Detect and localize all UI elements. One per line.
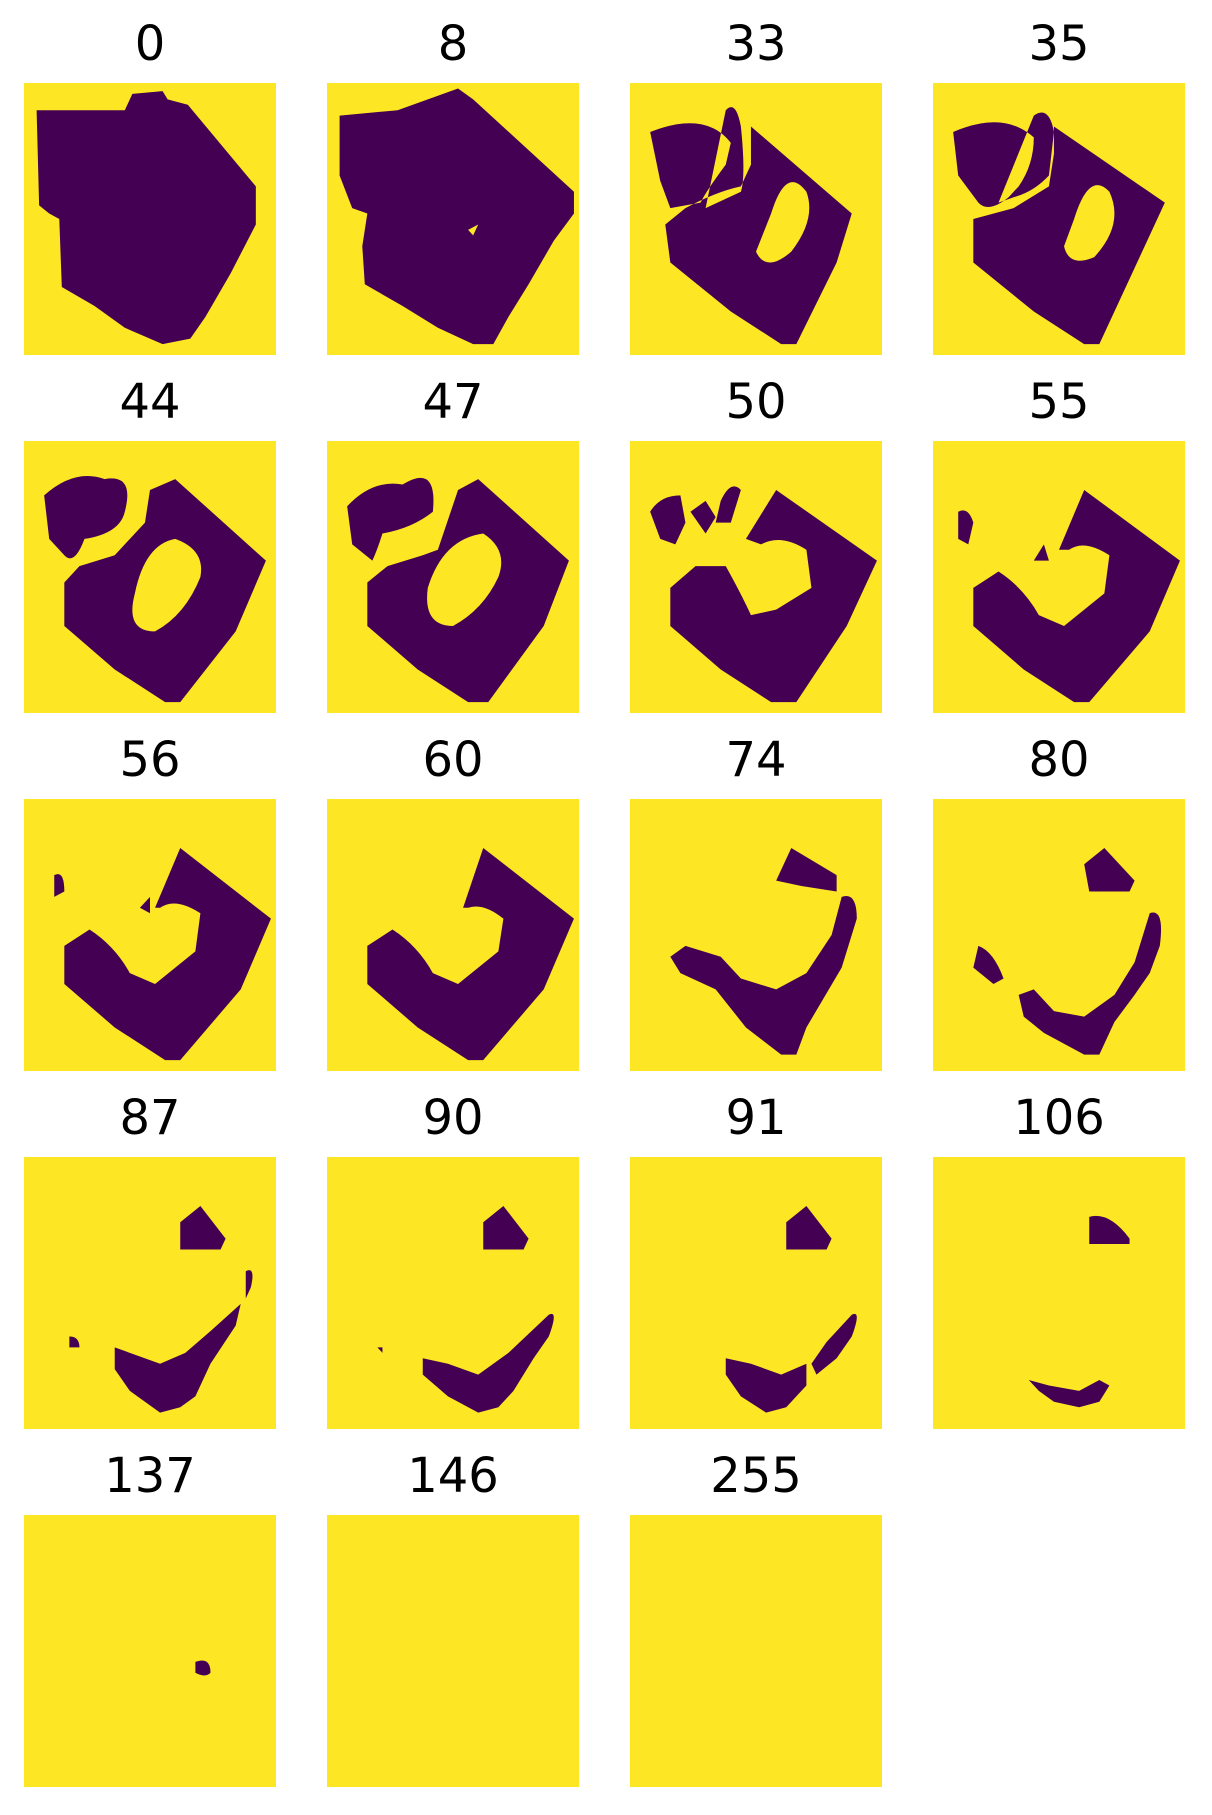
panel-title: 8 <box>437 16 469 72</box>
threshold-mask-image <box>327 1515 579 1787</box>
mask-region <box>650 486 877 703</box>
mask-svg <box>327 441 579 713</box>
mask-region <box>367 847 574 1061</box>
mask-region <box>377 1205 554 1413</box>
mask-region <box>953 112 1165 345</box>
mask-region <box>347 477 569 703</box>
mask-svg <box>933 83 1185 355</box>
panel-title: 137 <box>104 1448 196 1504</box>
mask-background <box>933 1157 1185 1429</box>
mask-region <box>195 1660 211 1676</box>
mask-region <box>339 88 574 345</box>
mask-region <box>36 91 256 345</box>
mask-svg <box>933 799 1185 1071</box>
mask-background <box>24 1515 276 1787</box>
panel-title: 91 <box>725 1090 787 1146</box>
threshold-mask-image <box>24 441 276 713</box>
mask-svg <box>24 83 276 355</box>
panel-title: 87 <box>119 1090 181 1146</box>
mask-svg <box>630 83 882 355</box>
panel-title: 50 <box>725 374 787 430</box>
panel-title: 106 <box>1013 1090 1105 1146</box>
mask-svg <box>327 1515 579 1787</box>
panel-title: 56 <box>119 732 181 788</box>
mask-svg <box>24 441 276 713</box>
panel-title: 33 <box>725 16 787 72</box>
mask-svg <box>24 1157 276 1429</box>
panel-title: 55 <box>1028 374 1090 430</box>
threshold-mask-image <box>327 83 579 355</box>
threshold-mask-image <box>630 441 882 713</box>
threshold-mask-image <box>933 799 1185 1071</box>
panel-title: 80 <box>1028 732 1090 788</box>
mask-region <box>44 475 266 703</box>
mask-region <box>650 107 852 345</box>
threshold-mask-image <box>327 799 579 1071</box>
threshold-mask-image <box>24 1515 276 1787</box>
panel-title: 146 <box>407 1448 499 1504</box>
mask-background <box>630 1515 882 1787</box>
threshold-mask-image <box>24 83 276 355</box>
panel-title: 0 <box>134 16 166 72</box>
mask-region <box>973 847 1162 1055</box>
threshold-mask-image <box>933 441 1185 713</box>
panel-title: 255 <box>710 1448 802 1504</box>
threshold-mask-image <box>327 441 579 713</box>
threshold-mask-image <box>933 1157 1185 1429</box>
mask-svg <box>630 799 882 1071</box>
mask-svg <box>327 83 579 355</box>
mask-svg <box>24 1515 276 1787</box>
panel-title: 60 <box>422 732 484 788</box>
threshold-mask-image <box>630 1515 882 1787</box>
mask-svg <box>327 799 579 1071</box>
threshold-mask-image <box>630 799 882 1071</box>
mask-background <box>327 1515 579 1787</box>
mask-svg <box>933 1157 1185 1429</box>
mask-region <box>1028 1215 1130 1408</box>
mask-svg <box>327 1157 579 1429</box>
mask-svg <box>630 441 882 713</box>
mask-region <box>958 489 1180 703</box>
mask-region <box>69 1205 253 1413</box>
mask-svg <box>630 1157 882 1429</box>
threshold-mask-image <box>24 799 276 1071</box>
mask-region <box>725 1205 857 1413</box>
mask-region <box>54 847 271 1061</box>
mask-svg <box>630 1515 882 1787</box>
threshold-mask-image <box>630 83 882 355</box>
panel-title: 47 <box>422 374 484 430</box>
panel-title: 44 <box>119 374 181 430</box>
threshold-mask-image <box>933 83 1185 355</box>
mask-svg <box>933 441 1185 713</box>
panel-title: 90 <box>422 1090 484 1146</box>
threshold-mask-image <box>630 1157 882 1429</box>
panel-title: 74 <box>725 732 787 788</box>
mask-svg <box>24 799 276 1071</box>
threshold-mask-image <box>24 1157 276 1429</box>
threshold-mask-image <box>327 1157 579 1429</box>
mask-region <box>670 847 857 1055</box>
panel-title: 35 <box>1028 16 1090 72</box>
